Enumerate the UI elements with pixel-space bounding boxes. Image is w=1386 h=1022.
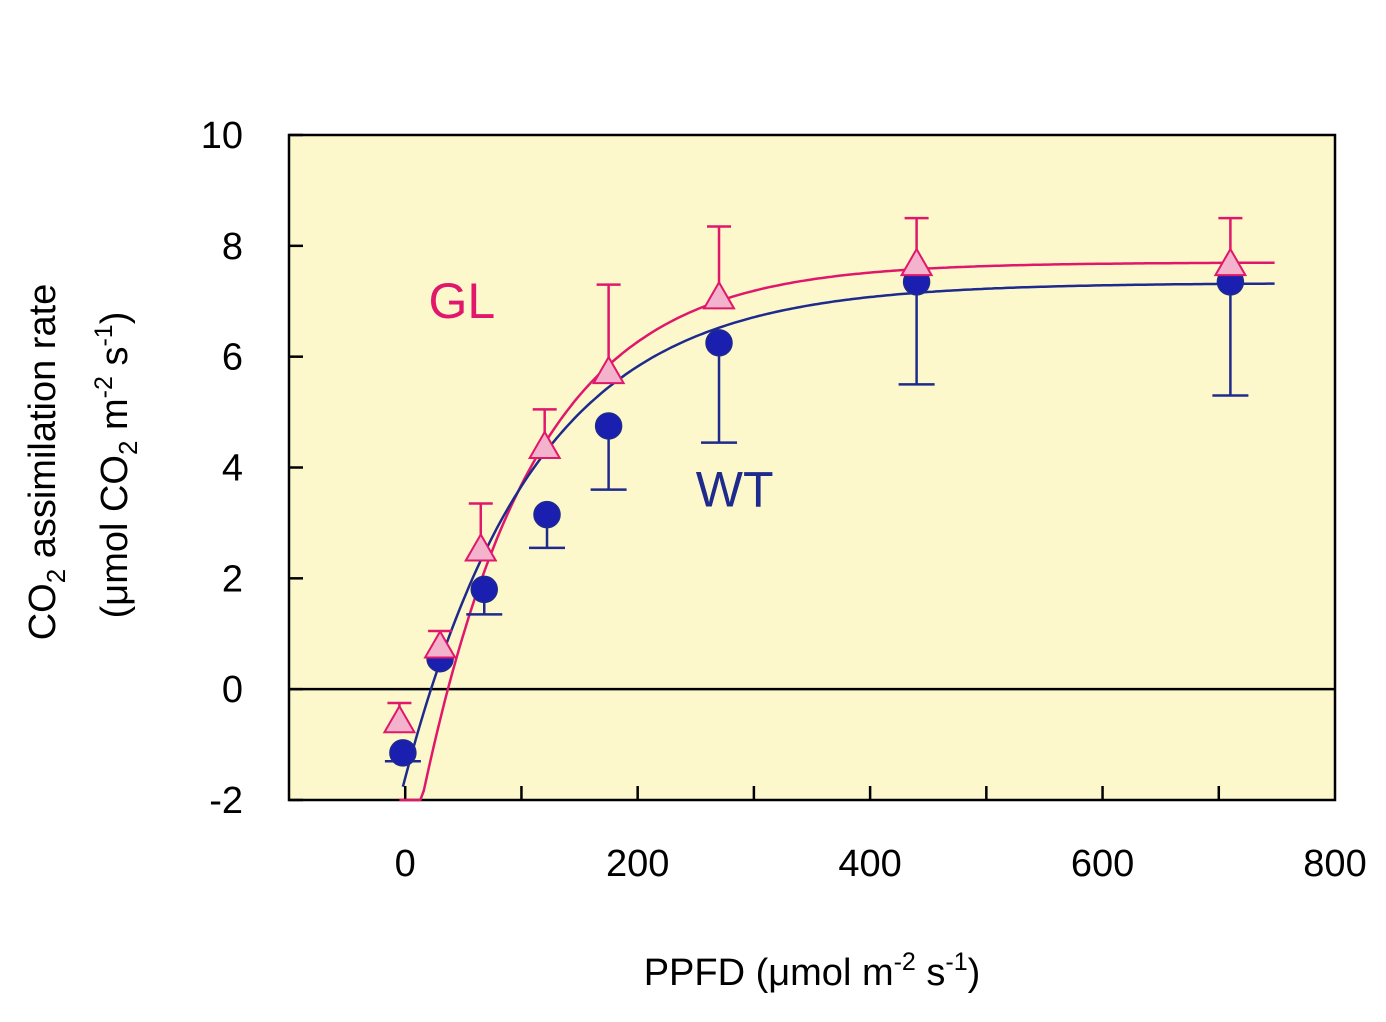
y-tick-label: 4 <box>222 448 243 490</box>
x-tick-label: 200 <box>606 843 669 885</box>
series-label-wt: WT <box>696 461 774 517</box>
data-point-wt <box>470 575 499 604</box>
data-point-gl <box>423 629 457 659</box>
y-tick-label: 8 <box>222 226 243 268</box>
data-markers <box>382 247 1248 767</box>
y-tick-label: 0 <box>222 669 243 711</box>
y-tick-label: 10 <box>201 115 243 157</box>
y-axis-title-line2: (μmol CO2 m-2 s-1) <box>90 312 143 619</box>
data-point-gl <box>464 532 498 562</box>
x-tick-label: 0 <box>395 843 416 885</box>
data-point-gl <box>382 704 417 734</box>
tick-labels: 0 200 400 600 800 -2 0 2 4 6 8 10 <box>201 115 1367 885</box>
x-tick-label: 600 <box>1071 843 1134 885</box>
data-point-wt <box>533 500 561 529</box>
series-label-gl: GL <box>428 273 495 329</box>
y-tick-label: -2 <box>209 780 243 822</box>
data-point-gl <box>702 280 736 310</box>
x-tick-label: 400 <box>838 843 901 885</box>
y-tick-label: 6 <box>222 337 243 379</box>
data-point-gl <box>591 355 626 385</box>
data-point-gl <box>527 429 562 459</box>
y-tick-label: 2 <box>222 558 243 600</box>
x-tick-label: 800 <box>1303 843 1366 885</box>
data-point-gl <box>1213 247 1248 277</box>
data-point-wt <box>389 739 417 767</box>
data-point-gl <box>899 247 934 277</box>
axes <box>289 133 1335 802</box>
data-point-wt <box>705 329 733 357</box>
data-point-wt <box>594 412 623 440</box>
x-axis-title: PPFD (μmol m-2 s-1) <box>644 948 981 994</box>
y-axis-title-line1: CO2 assimilation rate <box>22 284 71 641</box>
